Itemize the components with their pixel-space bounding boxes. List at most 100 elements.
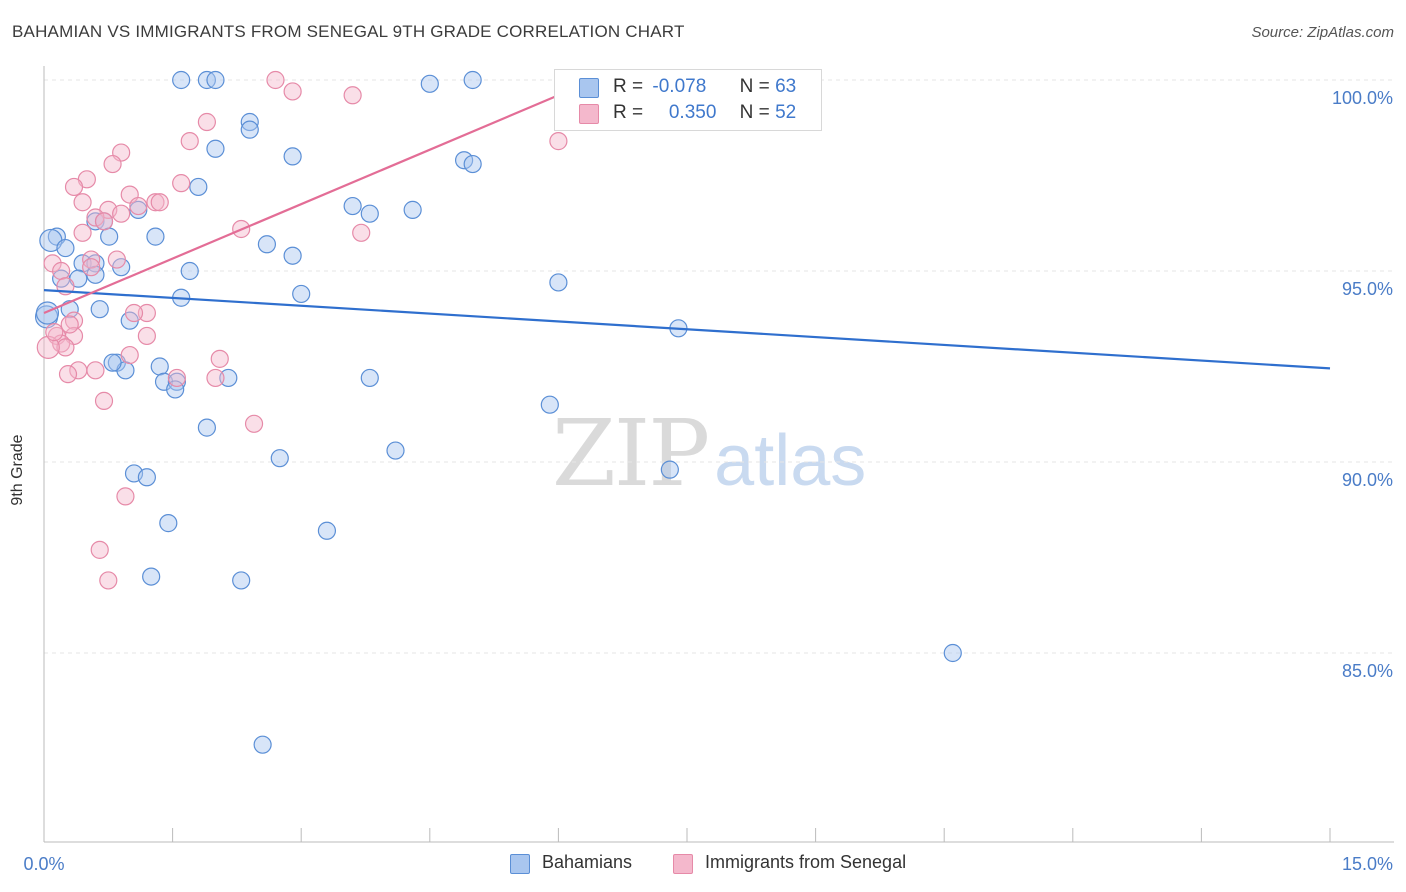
data-point-bahamians [232, 571, 251, 590]
data-point-bahamians [159, 514, 178, 533]
data-point-senegal [116, 487, 135, 506]
series-senegal-points [36, 70, 568, 590]
data-point-senegal [283, 82, 302, 101]
data-point-senegal [137, 303, 156, 323]
data-point-senegal [172, 174, 191, 193]
data-point-bahamians [166, 380, 185, 399]
data-point-bahamians [206, 139, 225, 158]
legend-r-value: -0.078 [652, 76, 707, 97]
y-tick-label: 85.0% [1342, 661, 1393, 681]
data-point-senegal [124, 303, 144, 323]
data-point-bahamians [197, 418, 216, 437]
data-point-bahamians [283, 246, 302, 265]
data-point-bahamians [240, 120, 259, 139]
data-point-bahamians [270, 449, 289, 468]
data-point-senegal [82, 258, 101, 277]
data-point-bahamians [100, 227, 119, 246]
data-point-senegal [343, 86, 362, 105]
legend-n-label: N = [739, 102, 770, 123]
data-point-bahamians [463, 70, 482, 90]
data-point-senegal [107, 250, 126, 269]
y-tick-label: 90.0% [1342, 470, 1393, 490]
x-tick-label: 0.0% [23, 854, 64, 874]
data-point-senegal [103, 154, 122, 174]
data-point-bahamians [129, 200, 148, 219]
data-point-senegal [197, 112, 216, 132]
data-point-senegal [90, 540, 109, 559]
data-point-senegal [56, 338, 75, 357]
data-point-senegal [129, 196, 148, 216]
data-point-bahamians [35, 301, 60, 325]
data-point-bahamians [463, 154, 482, 174]
legend-label: Bahamians [542, 852, 633, 872]
legend-swatch-pink [673, 854, 693, 874]
data-point-bahamians [253, 735, 272, 754]
data-point-bahamians [167, 372, 186, 391]
data-point-bahamians [103, 353, 122, 372]
data-point-bahamians [454, 151, 474, 170]
data-point-senegal [82, 250, 101, 269]
data-point-senegal [86, 361, 105, 380]
data-point-bahamians [540, 395, 559, 414]
data-point-bahamians [257, 235, 277, 254]
data-point-senegal [99, 571, 118, 590]
data-point-bahamians [142, 567, 161, 586]
grid-lines [44, 79, 1394, 654]
trend-line-senegal [43, 94, 559, 315]
axes [43, 66, 1394, 843]
data-point-senegal [352, 223, 371, 242]
watermark: ZIPatlas [552, 400, 866, 507]
data-point-senegal [266, 70, 285, 90]
trend-lines [43, 94, 1331, 370]
data-point-bahamians [660, 460, 679, 479]
data-point-bahamians [180, 261, 199, 281]
data-point-senegal [549, 132, 568, 151]
legend-n-value: 63 [775, 76, 797, 97]
legend-n-label: N = [739, 76, 770, 97]
data-point-bahamians [943, 643, 962, 663]
data-point-senegal [120, 345, 139, 365]
data-point-senegal [244, 414, 264, 433]
data-point-bahamians [219, 368, 238, 388]
data-point-senegal [146, 193, 165, 212]
data-point-bahamians [343, 196, 362, 216]
data-point-bahamians [283, 147, 302, 166]
data-point-bahamians [403, 200, 422, 219]
y-tick-label: 100.0% [1332, 88, 1393, 108]
data-point-senegal [73, 193, 92, 212]
legend-swatch-blue [579, 78, 599, 98]
watermark-atlas: atlas [714, 421, 867, 501]
data-point-bahamians [146, 227, 165, 246]
legend-n-value: 52 [775, 102, 797, 123]
data-point-bahamians [240, 112, 259, 132]
trend-line-bahamians [43, 289, 1331, 370]
series-bahamians-points [34, 70, 962, 754]
data-point-senegal [206, 368, 225, 388]
data-point-senegal [167, 368, 186, 388]
data-point-bahamians [317, 521, 337, 540]
data-point-senegal [60, 315, 79, 334]
data-point-senegal [45, 323, 64, 342]
legend-label: Immigrants from Senegal [705, 852, 907, 872]
data-point-bahamians [150, 357, 169, 376]
data-point-bahamians [206, 70, 225, 90]
data-point-senegal [137, 326, 156, 346]
data-point-bahamians [386, 441, 405, 460]
legend-r-label: R = [613, 76, 644, 97]
data-point-senegal [94, 391, 114, 410]
data-point-bahamians [360, 368, 379, 388]
legend-r-value: 0.350 [668, 102, 717, 123]
legend-swatch-blue [510, 854, 530, 874]
data-point-senegal [73, 223, 92, 242]
data-point-bahamians [137, 468, 156, 487]
data-point-bahamians [172, 70, 191, 90]
legend-swatch-pink [579, 104, 599, 124]
legend-r-label: R = [613, 102, 644, 123]
data-point-bahamians [549, 273, 568, 292]
data-point-bahamians [56, 238, 75, 258]
x-tick-label: 15.0% [1342, 854, 1393, 874]
data-point-senegal [180, 132, 199, 151]
data-point-bahamians [189, 177, 208, 197]
source-label: Source: ZipAtlas.com [1251, 24, 1394, 41]
